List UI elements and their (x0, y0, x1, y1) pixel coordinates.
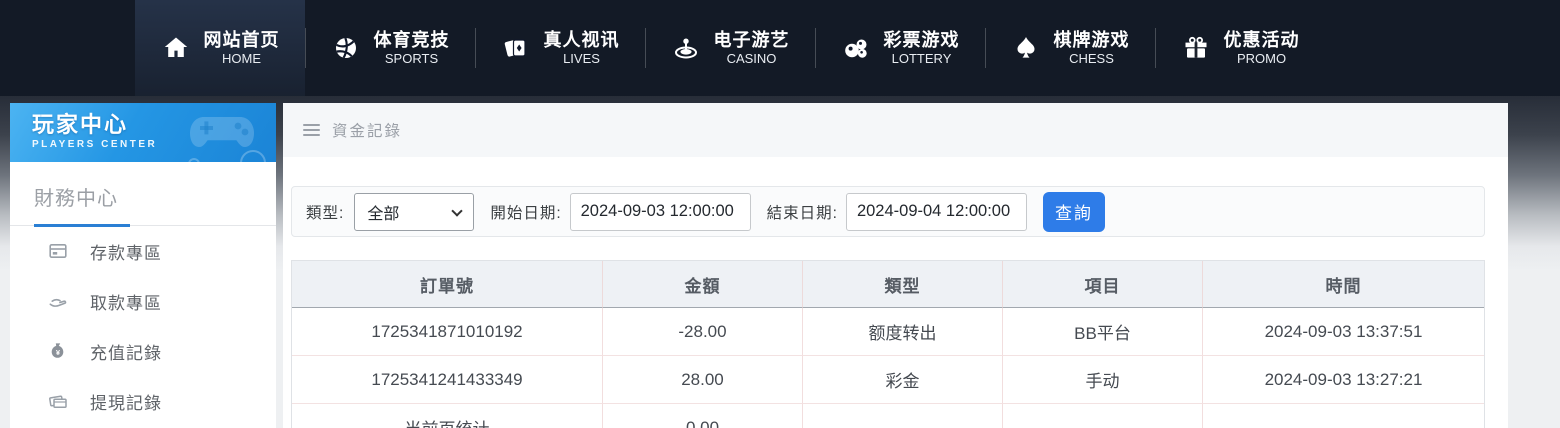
gift-icon (1181, 33, 1211, 63)
nav-label-en: HOME (222, 51, 261, 66)
filter-bar: 類型: 全部 開始日期: 結束日期: 查詢 (291, 186, 1485, 237)
sidebar-item-withdrawal-record[interactable]: 提現記錄 (10, 376, 276, 426)
start-date-input[interactable] (569, 192, 751, 231)
nav-item-sports[interactable]: 体育竞技 SPORTS (305, 0, 475, 96)
sidebar-item-label: 提現記錄 (90, 393, 162, 413)
nav-divider (305, 28, 306, 68)
table-cell-empty (1202, 404, 1484, 428)
sidebar-section-title: 財務中心 (34, 188, 118, 210)
nav-divider (475, 28, 476, 68)
nav-item-lives[interactable]: 真人视讯 LIVES (475, 0, 645, 96)
money-bag-icon: ¥ (48, 341, 68, 361)
nav-label-zh: 真人视讯 (543, 30, 620, 50)
table-cell-time: 2024-09-03 13:37:51 (1202, 308, 1484, 356)
nav-label-zh: 网站首页 (203, 30, 280, 50)
nav-label-en: SPORTS (384, 51, 439, 66)
spade-icon (1011, 33, 1041, 63)
table-cell-item: 手动 (1002, 356, 1202, 404)
table-cell-empty (1002, 404, 1202, 428)
table-cell-empty (802, 404, 1002, 428)
players-center-sidebar: 玩家中心 PLAYERS CENTER 財務中心 存款專區 (10, 103, 276, 428)
svg-text:¥: ¥ (56, 348, 61, 357)
nav-label-en: LOTTERY (891, 51, 952, 66)
nav-label-zh: 体育竞技 (373, 30, 450, 50)
end-date-input[interactable] (845, 192, 1027, 231)
search-button[interactable]: 查詢 (1042, 191, 1105, 232)
sidebar-header: 玩家中心 PLAYERS CENTER (10, 103, 276, 162)
nav-item-lottery[interactable]: 彩票游戏 LOTTERY (815, 0, 985, 96)
nav-label-zh: 棋牌游戏 (1053, 30, 1130, 50)
end-date-label: 結束日期: (766, 204, 838, 222)
sidebar-item-recharge-record[interactable]: ¥ 充值記錄 (10, 326, 276, 376)
home-icon (161, 33, 191, 63)
table-cell-order-no: 1725341241433349 (292, 356, 602, 404)
nav-label-zh: 彩票游戏 (883, 30, 960, 50)
table-cell-amount: -28.00 (602, 308, 802, 356)
sidebar-item-label: 充值記錄 (90, 343, 162, 363)
nav-item-promo[interactable]: 优惠活动 PROMO (1155, 0, 1325, 96)
nav-divider (645, 28, 646, 68)
nav-item-casino[interactable]: 电子游艺 CASINO (645, 0, 815, 96)
table-header-amount: 金額 (602, 261, 802, 308)
table-cell-page-total-label: 当前页统计 (292, 404, 602, 428)
nav-label-zh: 优惠活动 (1223, 30, 1300, 50)
page-title: 資金記錄 (332, 123, 403, 140)
playing-cards-icon (501, 33, 531, 63)
start-date-label: 開始日期: (490, 204, 562, 222)
table-cell-order-no: 1725341871010192 (292, 308, 602, 356)
nav-divider (985, 28, 986, 68)
nav-label-en: CHESS (1069, 51, 1114, 66)
table-header-time: 時間 (1202, 261, 1484, 308)
table-cell-type: 彩金 (802, 356, 1002, 404)
gamepad-icon (186, 109, 258, 160)
lottery-balls-icon (841, 33, 871, 63)
table-cell-page-total-amount: 0.00 (602, 404, 802, 428)
nav-label-zh: 电子游艺 (713, 30, 790, 50)
table-cell-time: 2024-09-03 13:27:21 (1202, 356, 1484, 404)
funds-record-panel: 資金記錄 類型: 全部 開始日期: 結束日期: 查詢 訂單號 金額 類型 項目 … (283, 103, 1508, 428)
nav-label-en: CASINO (726, 51, 777, 66)
table-header-item: 項目 (1002, 261, 1202, 308)
nav-divider (815, 28, 816, 68)
nav-divider (1155, 28, 1156, 68)
nav-item-home[interactable]: 网站首页 HOME (135, 0, 305, 96)
breadcrumb: 資金記錄 (283, 103, 1508, 157)
sidebar-item-label: 取款專區 (90, 293, 162, 313)
sports-ball-icon (331, 33, 361, 63)
chevron-down-icon (451, 204, 463, 217)
section-underline (10, 224, 276, 227)
nav-label-en: PROMO (1236, 51, 1287, 66)
sidebar-item-withdraw[interactable]: 取款專區 (10, 276, 276, 326)
withdraw-hand-icon (48, 291, 68, 311)
sidebar-title: 玩家中心 (32, 112, 129, 137)
type-select-value: 全部 (367, 205, 400, 223)
funds-table: 訂單號 金額 類型 項目 時間 1725341871010192 -28.00 … (291, 260, 1485, 428)
sidebar-item-label: 存款專區 (90, 243, 162, 263)
table-header-type: 類型 (802, 261, 1002, 308)
top-nav: 网站首页 HOME 体育竞技 SPORTS (0, 0, 1560, 96)
wallet-cards-icon (48, 391, 68, 411)
table-cell-amount: 28.00 (602, 356, 802, 404)
roulette-icon (671, 33, 701, 63)
table-cell-type: 额度转出 (802, 308, 1002, 356)
sidebar-item-deposit[interactable]: 存款專區 (10, 226, 276, 276)
table-cell-item: BB平台 (1002, 308, 1202, 356)
type-label: 類型: (306, 204, 345, 222)
menu-toggle-icon[interactable] (303, 124, 320, 136)
sidebar-subtitle: PLAYERS CENTER (32, 139, 158, 150)
nav-label-en: LIVES (563, 51, 600, 66)
nav-item-chess[interactable]: 棋牌游戏 CHESS (985, 0, 1155, 96)
table-header-order-no: 訂單號 (292, 261, 602, 308)
deposit-icon (48, 241, 68, 261)
decor-circle (188, 158, 200, 162)
type-select[interactable]: 全部 (354, 192, 475, 231)
